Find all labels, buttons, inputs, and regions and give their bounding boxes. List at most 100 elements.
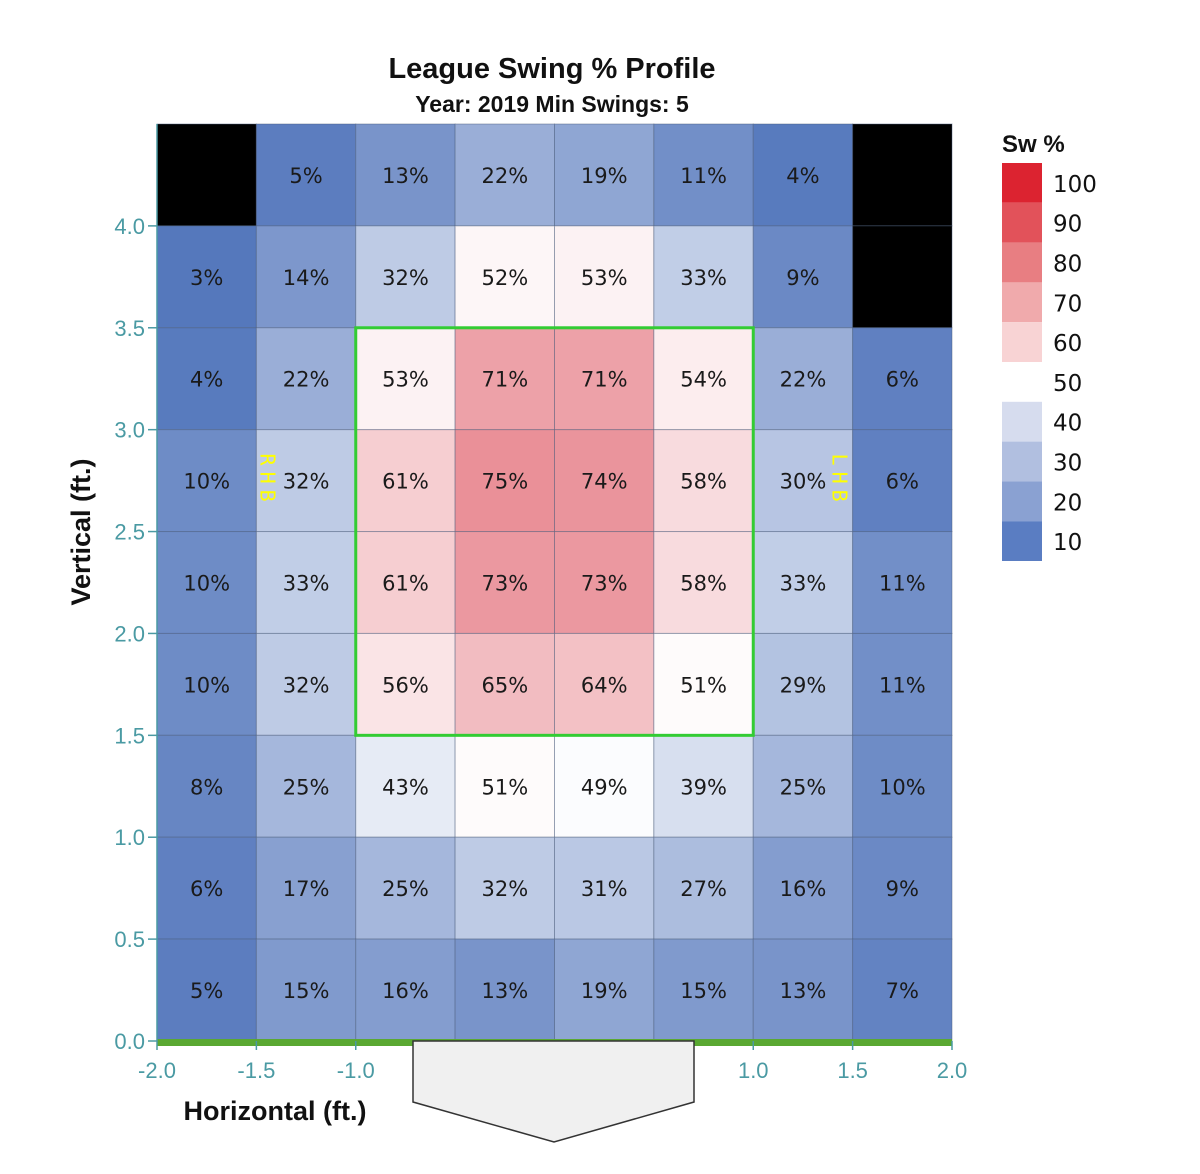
heatmap-cell xyxy=(554,327,655,431)
heatmap-cell-label: 6% xyxy=(190,877,223,901)
legend-label: 40 xyxy=(1053,411,1082,437)
y-tick-label: 2.5 xyxy=(114,520,145,545)
x-axis-title: Horizontal (ft.) xyxy=(184,1096,367,1126)
heatmap-cell-label: 6% xyxy=(886,368,919,392)
legend-label: 80 xyxy=(1053,252,1082,278)
legend-swatch xyxy=(1002,481,1042,522)
legend-label: 20 xyxy=(1053,490,1082,516)
heatmap-cell xyxy=(653,938,754,1042)
x-tick-label: 1.0 xyxy=(738,1058,769,1083)
x-tick-label: 1.5 xyxy=(837,1058,868,1083)
heatmap-cell-label: 49% xyxy=(581,775,628,799)
legend-swatch xyxy=(1002,521,1042,561)
heatmap-cell xyxy=(156,938,257,1042)
heatmap-cell-label: 19% xyxy=(581,979,628,1003)
y-tick-label: 2.0 xyxy=(114,621,145,646)
heatmap-cell xyxy=(653,123,754,227)
heatmap-cell-label: 13% xyxy=(382,164,429,188)
heatmap-cell-label: 54% xyxy=(680,368,727,392)
y-tick-label: 0.0 xyxy=(114,1029,145,1054)
heatmap-cell xyxy=(752,225,854,329)
heatmap-cell xyxy=(852,734,953,838)
heatmap-cell-label: 39% xyxy=(680,775,727,799)
heatmap-cell-label: 8% xyxy=(190,775,223,799)
heatmap-cells xyxy=(156,123,953,1042)
strike-zone-box xyxy=(354,326,755,737)
home-plate-shape xyxy=(412,1040,695,1143)
legend-swatch xyxy=(1002,441,1042,482)
heatmap-cell-label: 22% xyxy=(481,164,528,188)
heatmap-cell-label: 51% xyxy=(680,673,727,697)
heatmap-cell xyxy=(554,632,655,736)
heatmap-cell-label: 16% xyxy=(780,877,827,901)
heatmap-cell xyxy=(454,327,555,431)
heatmap-cell-label: 17% xyxy=(283,877,330,901)
heatmap-cell xyxy=(554,123,655,227)
chart-title: League Swing % Profile xyxy=(388,53,715,85)
heatmap-cell-label: 25% xyxy=(283,775,330,799)
heatmap-cell xyxy=(255,429,357,533)
heatmap-cell xyxy=(255,836,357,940)
heatmap-cell xyxy=(554,938,655,1042)
color-legend: Sw % 100 90 80 70 60 50 40 30 20 10 xyxy=(1002,131,1097,561)
heatmap-cell-empty xyxy=(852,225,953,329)
chart-subtitle: Year: 2019 Min Swings: 5 xyxy=(415,91,689,117)
heatmap-cell-label: 61% xyxy=(382,470,429,494)
heatmap-cell-label: 53% xyxy=(382,368,429,392)
heatmap-cell xyxy=(255,225,357,329)
heatmap-cell xyxy=(355,938,456,1042)
heatmap-cell-label: 25% xyxy=(382,877,429,901)
heatmap-cell-label: 27% xyxy=(680,877,727,901)
heatmap-cell xyxy=(852,327,953,431)
heatmap-cell-label: 3% xyxy=(190,266,223,290)
heatmap-cell-label: 13% xyxy=(780,979,827,1003)
legend-label: 100 xyxy=(1053,172,1097,198)
heatmap-cell xyxy=(454,734,555,838)
heatmap-cell-label: 73% xyxy=(581,572,628,596)
legend-label: 70 xyxy=(1053,291,1082,317)
heatmap-cell xyxy=(653,836,754,940)
heatmap-cell-label: 25% xyxy=(780,775,827,799)
heatmap-cell-label: 5% xyxy=(190,979,223,1003)
heatmap-cell-label: 16% xyxy=(382,979,429,1003)
heatmap-cell-labels: 5% 13% 22% 19% 11% 4% 3% 14% 32% 52% 53% 33% 9% 4% 22%… xyxy=(183,164,925,1003)
legend-label: 30 xyxy=(1053,451,1082,477)
heatmap-cell-label: 43% xyxy=(382,775,429,799)
legend-swatch xyxy=(1002,242,1042,283)
heatmap-cell xyxy=(355,123,456,227)
heatmap-cell-label: 32% xyxy=(382,266,429,290)
heatmap-cell xyxy=(852,836,953,940)
heatmap-cell xyxy=(852,429,953,533)
heatmap-cell-label: 56% xyxy=(382,673,429,697)
heatmap-cell xyxy=(752,938,854,1042)
heatmap-cell-label: 5% xyxy=(289,164,322,188)
heatmap-cell-label: 29% xyxy=(780,673,827,697)
heatmap-cell-label: 15% xyxy=(680,979,727,1003)
heatmap-cell-label: 75% xyxy=(481,470,528,494)
heatmap-cell xyxy=(156,429,257,533)
heatmap-cell-label: 33% xyxy=(283,572,330,596)
heatmap-cell xyxy=(653,429,754,533)
heatmap-cell-empty xyxy=(852,123,953,227)
heatmap-cell-label: 31% xyxy=(581,877,628,901)
heatmap-cell-label: 51% xyxy=(481,775,528,799)
heatmap-cell xyxy=(653,632,754,736)
heatmap-cell-label: 30% xyxy=(780,470,827,494)
heatmap-cell xyxy=(454,225,555,329)
heatmap-cell-label: 58% xyxy=(680,572,727,596)
heatmap-cell-label: 22% xyxy=(780,368,827,392)
legend-swatch xyxy=(1002,401,1042,442)
y-tick-label: 1.0 xyxy=(114,825,145,850)
heatmap-cell xyxy=(752,531,854,634)
heatmap-cell xyxy=(852,531,953,634)
heatmap-cell-label: 73% xyxy=(481,572,528,596)
x-tick-label: -1.0 xyxy=(337,1058,375,1083)
y-axis-title: Vertical (ft.) xyxy=(66,458,96,605)
heatmap-cell-label: 65% xyxy=(481,673,528,697)
legend-swatch xyxy=(1002,282,1042,323)
heatmap-cell-label: 4% xyxy=(190,368,223,392)
legend-title: Sw % xyxy=(1002,131,1065,158)
heatmap-cell-label: 71% xyxy=(581,368,628,392)
heatmap-cell-label: 32% xyxy=(481,877,528,901)
x-tick-label: -2.0 xyxy=(138,1058,176,1083)
